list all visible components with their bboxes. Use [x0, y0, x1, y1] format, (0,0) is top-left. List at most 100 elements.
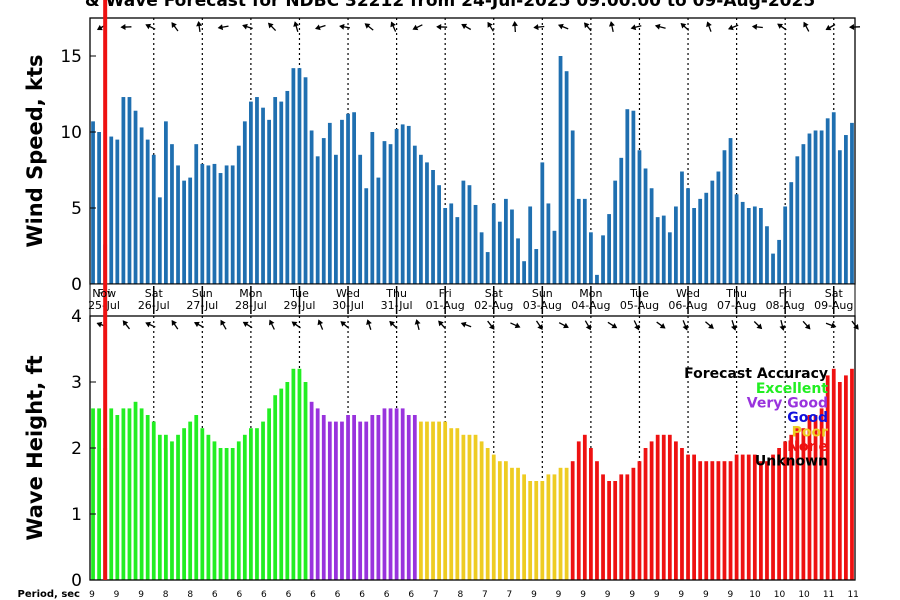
- wind-speed-bar: [455, 217, 460, 284]
- wind-direction-arrow: [706, 21, 712, 32]
- wind-speed-bar: [340, 119, 344, 284]
- wave-height-bar: [267, 408, 271, 580]
- wave-height-bar: [358, 421, 363, 580]
- wave-y-ticks: 0 1 2 3 4: [71, 307, 96, 591]
- wind-speed-bar: [570, 130, 575, 284]
- wave-height-bar: [807, 415, 812, 580]
- wind-speed-bar: [352, 112, 356, 285]
- period-row: Period, sec 9 9 9 8 8 6 6 6 6 6 6 6 6 6 7 8 7 7 9 9 9 9 9 9 9 9 9 1…: [18, 589, 859, 600]
- wind-speed-bar: [91, 121, 95, 284]
- wind-speed-bar: [200, 163, 205, 284]
- wind-speed-bar: [291, 68, 296, 284]
- wave-direction-arrow: [389, 320, 398, 329]
- wave-direction-arrow: [317, 319, 324, 330]
- wave-height-bar: [516, 467, 520, 580]
- period-value: 7: [433, 590, 439, 600]
- wave-height-bar: [601, 474, 605, 580]
- wind-speed-bars: [91, 56, 854, 285]
- wave-height-bar: [491, 454, 496, 580]
- wind-direction-arrow: [584, 22, 592, 32]
- wave-height-bar: [674, 441, 678, 580]
- wind-speed-bar: [255, 97, 259, 284]
- wave-height-bar: [473, 434, 478, 580]
- wave-height-bar: [412, 415, 417, 580]
- wave-height-bar: [582, 434, 587, 580]
- legend-item-excellent: Excellent: [756, 381, 828, 397]
- wind-speed-bar: [661, 215, 666, 284]
- wind-speed-bar: [206, 165, 211, 284]
- legend-title: Forecast Accuracy: [684, 366, 828, 382]
- wave-height-bar: [388, 408, 393, 580]
- period-value: 9: [580, 590, 586, 600]
- period-value: 6: [310, 590, 316, 600]
- wind-speed-bar: [601, 235, 605, 284]
- wave-height-bar: [643, 448, 648, 580]
- wind-speed-bar: [297, 68, 302, 284]
- wave-direction-arrow: [340, 321, 350, 329]
- wind-speed-bar: [109, 136, 114, 284]
- wind-speed-bar: [400, 124, 405, 285]
- wind-speed-bar: [419, 154, 423, 284]
- period-value: 11: [823, 590, 834, 600]
- wave-height-bar: [546, 474, 551, 580]
- wind-speed-bar: [540, 162, 545, 284]
- wave-height-bar: [777, 448, 781, 580]
- wave-height-bar: [437, 421, 441, 580]
- wind-speed-bar: [473, 204, 478, 284]
- legend-item-unknown: Unknown: [755, 454, 828, 470]
- wave-height-bar: [206, 434, 211, 580]
- period-value: 6: [261, 590, 267, 600]
- wave-height-bar: [564, 467, 569, 580]
- wave-height-bar: [825, 375, 830, 580]
- wave-height-bar: [115, 415, 120, 580]
- wave-height-bar: [771, 454, 775, 580]
- wave-height-bar: [649, 441, 654, 580]
- wind-speed-bar: [97, 132, 101, 284]
- wind-direction-arrow: [120, 24, 132, 31]
- wind-direction-arrow: [315, 24, 326, 31]
- wind-speed-bar: [485, 252, 490, 284]
- wind-direction-arrow: [171, 22, 179, 32]
- wave-height-bar: [236, 441, 241, 580]
- period-value: 7: [507, 590, 513, 600]
- period-value: 9: [728, 590, 734, 600]
- wind-speed-bar: [619, 157, 624, 284]
- wave-height-bar: [121, 408, 126, 580]
- wind-speed-bar: [795, 156, 800, 284]
- wave-height-bar: [607, 481, 611, 580]
- wave-height-bar: [813, 415, 818, 580]
- wave-direction-arrow: [414, 319, 421, 331]
- wave-direction-arrows: [96, 319, 859, 331]
- wave-height-bar: [194, 415, 199, 580]
- wind-speed-bar: [212, 163, 217, 284]
- wave-y-axis-label: Wave Height, ft: [23, 355, 47, 540]
- wind-plot-frame: [89, 17, 856, 285]
- wind-speed-bar: [388, 144, 393, 284]
- wave-height-bar: [443, 421, 448, 580]
- wind-direction-arrow: [364, 23, 374, 31]
- wind-speed-bar: [740, 201, 745, 284]
- wind-speed-bar: [176, 165, 180, 284]
- wind-speed-bar: [382, 141, 387, 284]
- wave-height-bar: [273, 395, 278, 580]
- wind-direction-arrow: [609, 21, 615, 33]
- wave-height-bar: [151, 421, 156, 580]
- wind-speed-bar: [698, 198, 703, 284]
- wind-direction-arrow: [217, 24, 229, 31]
- wind-direction-arrow: [436, 23, 448, 30]
- wave-height-bar: [91, 408, 95, 580]
- wave-height-bar: [133, 401, 138, 580]
- date-label-band: Fri25-JulSat26-JulSun27-JulMon28-JulTue2…: [88, 283, 856, 317]
- period-value: 6: [384, 590, 390, 600]
- wind-direction-arrow: [680, 22, 690, 31]
- wave-direction-arrow: [802, 320, 811, 330]
- wave-height-bar: [261, 421, 265, 580]
- wave-height-bar: [692, 454, 696, 580]
- wind-speed-bar: [631, 110, 636, 284]
- wave-direction-arrow: [607, 321, 618, 329]
- wind-speed-bar: [686, 188, 690, 284]
- wave-height-bar: [340, 421, 344, 580]
- wind-speed-bar: [261, 107, 265, 285]
